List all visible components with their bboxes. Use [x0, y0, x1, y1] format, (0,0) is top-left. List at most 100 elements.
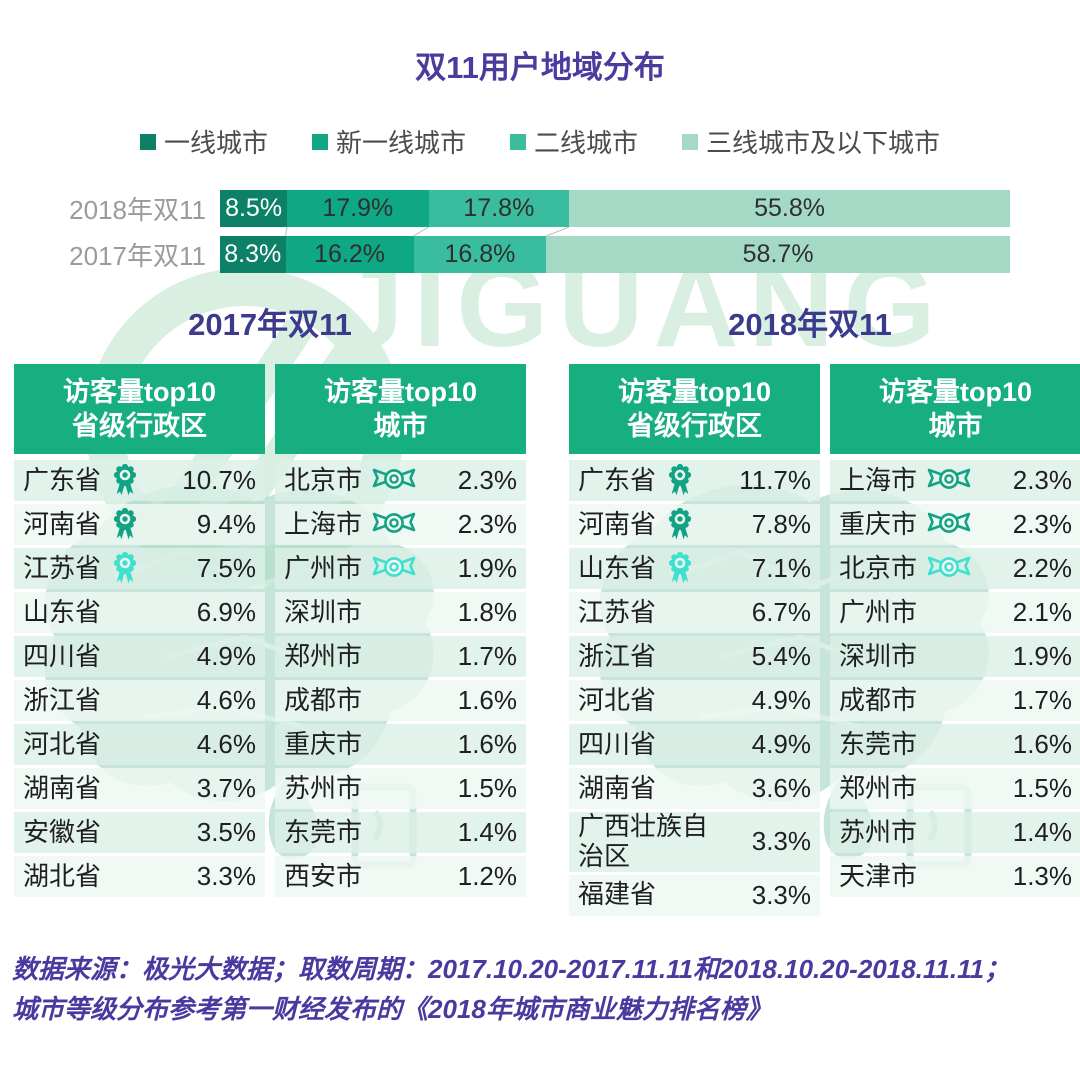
row-name: 北京市	[839, 552, 918, 583]
row-value: 4.9%	[751, 685, 811, 715]
section-title-2018: 2018年双11	[728, 307, 892, 342]
table-row: 浙江省 4.6%	[14, 680, 265, 721]
table-row: 江苏省 7.5%	[14, 548, 265, 589]
table-header-line: 城市	[928, 411, 983, 441]
row-value: 4.9%	[751, 729, 811, 759]
table-row: 河南省 7.8%	[569, 504, 820, 545]
table-row: 四川省 4.9%	[569, 724, 820, 765]
row-name: 北京市	[284, 464, 363, 495]
row-name: 东莞市	[839, 728, 918, 759]
table-row: 深圳市 1.8%	[275, 592, 526, 633]
row-name: 重庆市	[839, 508, 918, 539]
page-title: 双11用户地域分布	[415, 50, 665, 85]
table-row: 山东省 7.1%	[569, 548, 820, 589]
row-value: 1.7%	[457, 641, 517, 671]
row-name: 广州市	[839, 596, 918, 627]
medal-ribbon-icon	[926, 554, 972, 584]
row-value: 1.4%	[1012, 817, 1072, 847]
bar-row: 2017年双11 8.3% 16.2% 16.8% 58.7%	[0, 236, 1080, 273]
row-name: 苏州市	[284, 772, 363, 803]
table-row: 郑州市 1.7%	[275, 636, 526, 677]
footer-line-2: 城市等级分布参考第一财经发布的《2018年城市商业魅力排名榜》	[12, 993, 772, 1024]
ranking-table: 访客量top10 省级行政区 广东省 11.7% 河南省 7.8% 山东省 7.1% 江苏…	[569, 364, 820, 919]
table-row: 河北省 4.6%	[14, 724, 265, 765]
row-value: 4.6%	[196, 729, 256, 759]
table-header-line: 访客量top10	[617, 377, 771, 407]
legend-swatch-icon	[139, 133, 156, 150]
tables: 访客量top10 省级行政区 广东省 10.7% 河南省 9.4% 江苏省 7.5% 山东…	[0, 364, 1080, 919]
bar-segment: 17.9%	[287, 190, 429, 227]
row-name: 郑州市	[839, 772, 918, 803]
row-name: 河北省	[23, 728, 102, 759]
row-name: 广东省	[23, 464, 102, 495]
table-row: 河南省 9.4%	[14, 504, 265, 545]
bar-row: 2018年双11 8.5% 17.9% 17.8% 55.8%	[0, 190, 1080, 227]
row-name: 山东省	[23, 596, 102, 627]
row-name: 四川省	[578, 728, 657, 759]
row-value: 4.6%	[196, 685, 256, 715]
table-row: 广西壮族自治区 3.3%	[569, 811, 820, 872]
medal-rosette-icon	[110, 464, 140, 497]
table-row: 湖北省 3.3%	[14, 856, 265, 897]
table-row: 福建省 3.3%	[569, 874, 820, 916]
row-value: 1.6%	[1012, 729, 1072, 759]
row-value: 3.3%	[751, 826, 811, 857]
row-value: 9.4%	[196, 509, 256, 539]
medal-ribbon-icon	[371, 510, 417, 540]
row-name: 成都市	[839, 684, 918, 715]
row-value: 1.9%	[1012, 641, 1072, 671]
row-name: 苏州市	[839, 816, 918, 847]
table-header-line: 省级行政区	[627, 411, 762, 441]
table-header-line: 城市	[373, 411, 428, 441]
row-name: 郑州市	[284, 640, 363, 671]
table-row: 广东省 10.7%	[14, 460, 265, 501]
table-row: 东莞市 1.6%	[830, 724, 1080, 765]
table-row: 广州市 1.9%	[275, 548, 526, 589]
table-row: 湖南省 3.6%	[569, 768, 820, 809]
table-row: 东莞市 1.4%	[275, 812, 526, 853]
row-name: 河南省	[23, 508, 102, 539]
row-name: 河北省	[578, 684, 657, 715]
row-name: 深圳市	[839, 640, 918, 671]
row-value: 3.6%	[751, 773, 811, 803]
row-value: 1.5%	[457, 773, 517, 803]
medal-rosette-icon	[665, 508, 695, 541]
row-value: 3.5%	[196, 817, 256, 847]
row-name: 安徽省	[23, 816, 102, 847]
row-value: 2.1%	[1012, 597, 1072, 627]
row-value: 1.6%	[457, 729, 517, 759]
row-name: 四川省	[23, 640, 102, 671]
legend-item: 三线城市及以下城市	[682, 123, 940, 160]
row-name: 东莞市	[284, 816, 363, 847]
row-value: 3.3%	[751, 879, 811, 910]
row-value: 7.1%	[751, 553, 811, 583]
medal-ribbon-icon	[926, 466, 972, 496]
row-value: 5.4%	[751, 641, 811, 671]
table-header-line: 访客量top10	[878, 377, 1032, 407]
stacked-bar: 8.3% 16.2% 16.8% 58.7%	[220, 236, 1010, 273]
bar-category-label: 2017年双11	[69, 241, 206, 271]
row-name: 广州市	[284, 552, 363, 583]
table-header-line: 访客量top10	[62, 377, 216, 407]
ranking-table: 访客量top10 省级行政区 广东省 10.7% 河南省 9.4% 江苏省 7.5% 山东…	[14, 364, 265, 919]
table-row: 成都市 1.7%	[830, 680, 1080, 721]
row-value: 2.2%	[1012, 553, 1072, 583]
row-value: 3.7%	[196, 773, 256, 803]
row-value: 10.7%	[182, 465, 256, 495]
table-header: 访客量top10 城市	[830, 364, 1080, 454]
row-name: 成都市	[284, 684, 363, 715]
row-name: 广东省	[578, 464, 657, 495]
table-row: 重庆市 2.3%	[830, 504, 1080, 545]
medal-ribbon-icon	[371, 466, 417, 496]
table-header-line: 访客量top10	[323, 377, 477, 407]
table-row: 成都市 1.6%	[275, 680, 526, 721]
medal-ribbon-icon	[926, 510, 972, 540]
row-value: 6.9%	[196, 597, 256, 627]
row-name: 湖南省	[578, 772, 657, 803]
row-value: 1.8%	[457, 597, 517, 627]
row-name: 上海市	[839, 464, 918, 495]
row-name: 西安市	[284, 860, 363, 891]
medal-ribbon-icon	[371, 554, 417, 584]
table-header: 访客量top10 省级行政区	[14, 364, 265, 454]
row-name: 上海市	[284, 508, 363, 539]
